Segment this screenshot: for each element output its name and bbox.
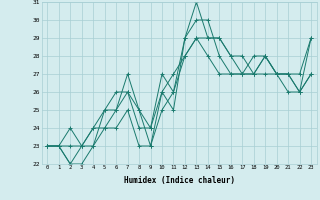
X-axis label: Humidex (Indice chaleur): Humidex (Indice chaleur) (124, 176, 235, 185)
